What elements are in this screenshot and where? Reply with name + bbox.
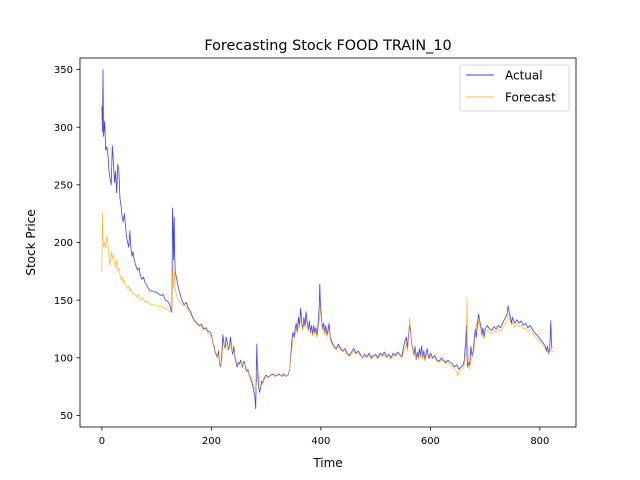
x-axis-label: Time (312, 456, 342, 470)
legend-label-actual: Actual (505, 69, 543, 83)
y-tick-label: 300 (54, 123, 73, 134)
x-tick-label: 600 (421, 436, 440, 447)
y-tick-label: 350 (54, 65, 73, 76)
y-axis-label: Stock Price (24, 209, 38, 275)
legend: Actual Forecast (459, 64, 570, 112)
series-line-actual (101, 69, 553, 409)
x-axis: 0 200 400 600 800 (99, 427, 549, 447)
y-tick-label: 100 (54, 353, 73, 364)
x-tick-label: 800 (530, 436, 549, 447)
x-tick-label: 400 (311, 436, 330, 447)
y-tick-label: 50 (60, 411, 73, 422)
chart-title: Forecasting Stock FOOD TRAIN_10 (204, 38, 451, 54)
x-tick-label: 200 (202, 436, 221, 447)
series-line-forecast (101, 212, 555, 391)
y-tick-label: 150 (54, 296, 73, 307)
y-tick-label: 250 (54, 180, 73, 191)
y-axis: 50 100 150 200 250 300 350 (54, 65, 80, 422)
legend-box (459, 64, 570, 112)
x-tick-label: 0 (99, 436, 105, 447)
series-layer (101, 69, 555, 409)
y-tick-label: 200 (54, 238, 73, 249)
legend-label-forecast: Forecast (505, 91, 556, 105)
